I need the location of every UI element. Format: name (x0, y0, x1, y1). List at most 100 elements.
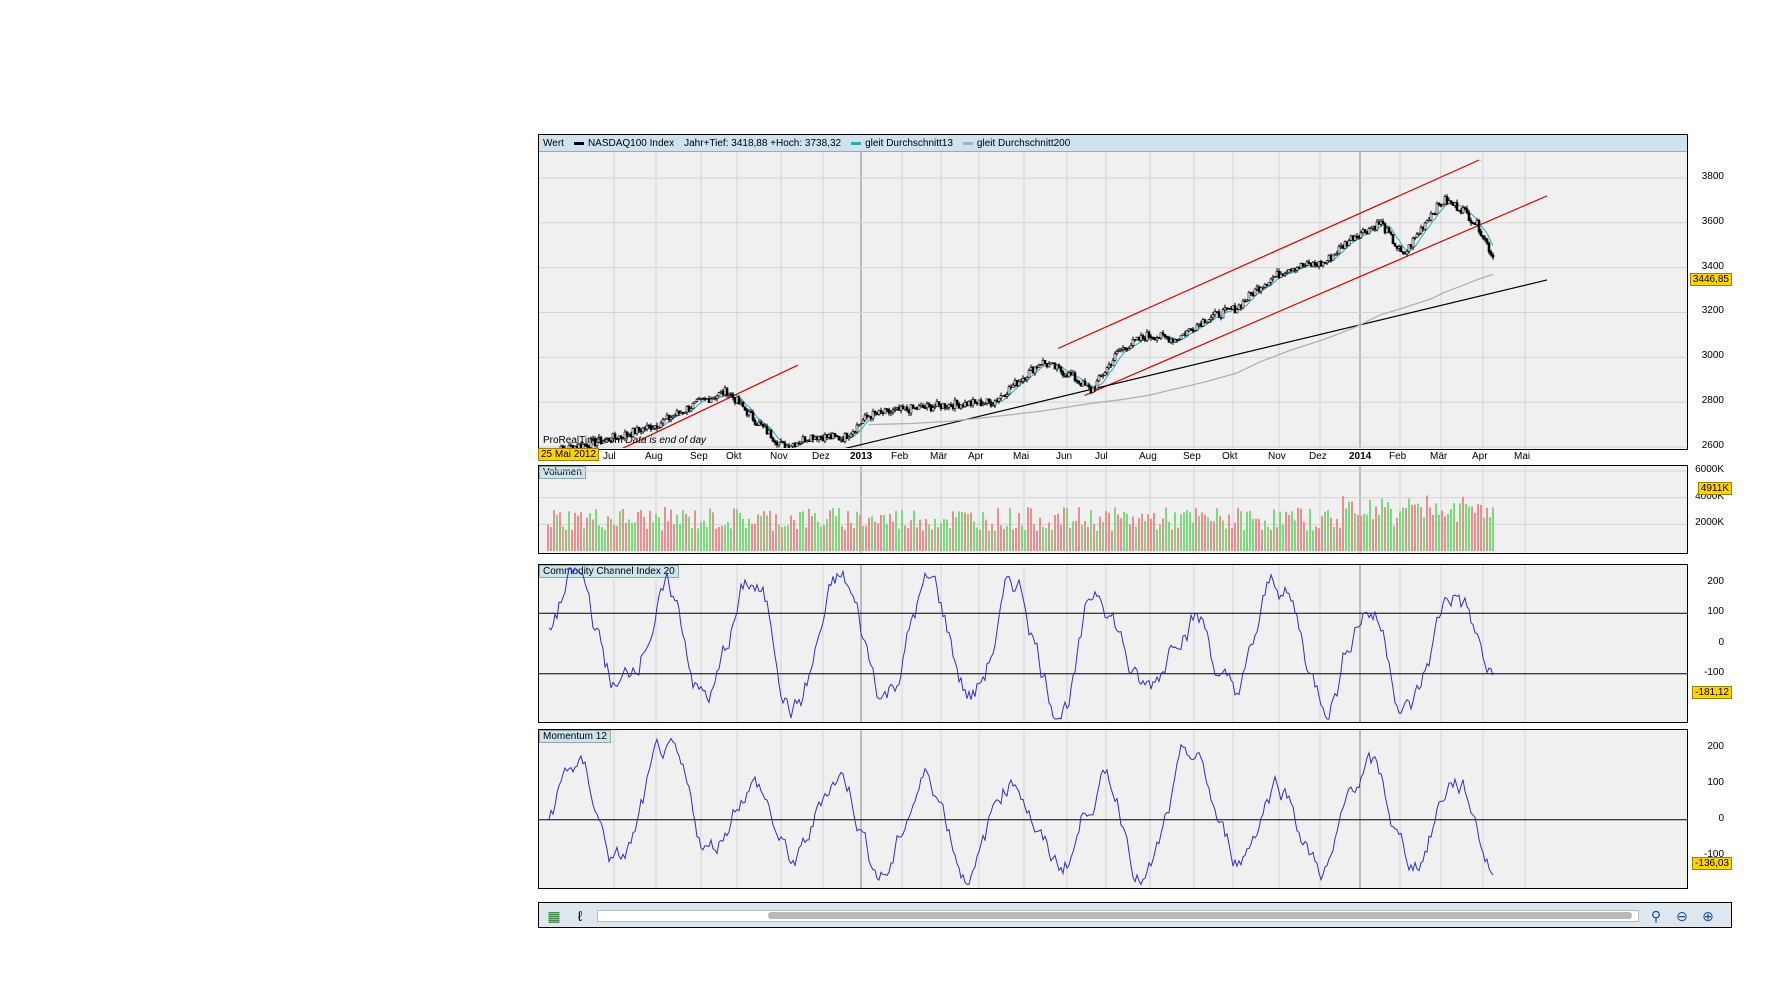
volume-bar (1138, 518, 1140, 551)
candle-body (1473, 223, 1477, 225)
candle-body (673, 415, 677, 417)
price-panel[interactable]: Wert NASDAQ100 Index Jahr+Tief: 3418,88 … (538, 134, 1688, 450)
volume-bar (901, 510, 903, 551)
candle-body (1375, 221, 1379, 231)
volume-bar (883, 514, 885, 551)
chart-type-icon[interactable]: ▦ (547, 908, 561, 924)
volume-bar (1090, 509, 1092, 551)
volume-bar (637, 512, 639, 551)
bottom-toolbar: ▦ ℓ ⚲ ⊖ ⊕ (538, 902, 1732, 928)
candle-body (1179, 335, 1183, 340)
volume-bar (907, 527, 909, 551)
volume-bar (1003, 528, 1005, 551)
candle-body (1439, 204, 1443, 207)
volume-bar (1117, 514, 1119, 551)
volume-bar (718, 527, 720, 551)
candle-body (1261, 287, 1265, 289)
candle-body (1211, 314, 1215, 318)
candle-body (1313, 262, 1317, 265)
volume-bar (817, 521, 819, 551)
volume-bar (1057, 513, 1059, 551)
cci-title: Commodity Channel Index 20 (539, 565, 679, 578)
volume-bar (946, 519, 948, 551)
candle-body (1297, 267, 1301, 269)
candle-body (1299, 262, 1303, 269)
volume-bar (820, 526, 822, 551)
volume-bar (1354, 513, 1356, 551)
volume-bar (706, 527, 708, 551)
candle-body (1069, 372, 1073, 376)
volume-bar (1357, 514, 1359, 551)
volume-bar (625, 522, 627, 551)
cci-line (548, 567, 1494, 720)
value-tab[interactable]: Wert (543, 137, 564, 149)
volume-bar (892, 521, 894, 551)
ma200-label: gleit Durchschnitt200 (976, 137, 1071, 149)
volume-bar (943, 519, 945, 551)
candle-body (1377, 221, 1381, 225)
volume-bar (1207, 517, 1209, 551)
candle-body (1367, 228, 1371, 235)
candle-body (559, 445, 563, 448)
y-tick-label: 100 (1707, 776, 1724, 788)
candle-body (1209, 317, 1213, 320)
momentum-plot (539, 730, 1687, 888)
volume-plot (539, 466, 1687, 553)
volume-bar (1249, 510, 1251, 551)
volume-bar (955, 517, 957, 551)
zoom-out-icon[interactable]: ⊖ (1676, 908, 1688, 924)
scrollbar-thumb[interactable] (768, 912, 1632, 919)
volume-bar (679, 523, 681, 551)
volume-bar (1183, 512, 1185, 551)
month-label: Sep (1183, 451, 1201, 462)
candle-body (617, 435, 621, 440)
candle-body (769, 429, 773, 439)
volume-bar (1096, 530, 1098, 551)
volume-bar (931, 529, 933, 551)
volume-bar (1258, 518, 1260, 551)
candle-body (999, 395, 1003, 399)
timeline-scrollbar[interactable] (597, 910, 1639, 922)
candle-body (1023, 377, 1027, 381)
settings-icon[interactable]: ℓ (577, 908, 583, 924)
candle-body (1249, 292, 1253, 294)
volume-bar (1315, 526, 1317, 551)
candle-body (1161, 332, 1165, 335)
candle-body (1007, 386, 1011, 395)
volume-bar (1195, 508, 1197, 551)
candle-body (715, 395, 719, 399)
candle-body (1089, 386, 1093, 393)
candle-body (1431, 213, 1435, 215)
candle-body (817, 436, 821, 441)
ma13-legend: gleit Durchschnitt13 (851, 138, 953, 149)
candle-body (1491, 254, 1495, 258)
zoom-fit-icon[interactable]: ⚲ (1650, 908, 1662, 924)
candle-body (663, 418, 667, 421)
month-label: Aug (645, 451, 663, 462)
volume-bar (1141, 513, 1143, 551)
month-label: Nov (1268, 451, 1286, 462)
candle-body (1097, 375, 1101, 382)
candle-body (585, 444, 589, 448)
candle-body (1361, 229, 1365, 234)
candle-body (1187, 328, 1191, 332)
candle-body (1141, 335, 1145, 339)
candle-body (989, 401, 993, 407)
candle-body (1461, 207, 1465, 214)
volume-bar (982, 511, 984, 551)
cci-panel[interactable]: Commodity Channel Index 20 (538, 564, 1688, 723)
volume-bar (922, 530, 924, 551)
volume-bar (550, 527, 552, 551)
month-label: Nov (770, 451, 788, 462)
volume-panel[interactable]: Volumen (538, 465, 1688, 554)
zoom-in-icon[interactable]: ⊕ (1702, 908, 1714, 924)
candle-body (1059, 366, 1063, 372)
volume-bar (814, 512, 816, 551)
candle-body (1163, 334, 1167, 337)
candle-body (1093, 387, 1097, 390)
candle-body (761, 423, 765, 427)
volume-bar (1219, 516, 1221, 551)
momentum-panel[interactable]: Momentum 12 (538, 729, 1688, 889)
watermark-text: ProRealTime.com (543, 435, 623, 446)
candle-body (1171, 338, 1175, 343)
